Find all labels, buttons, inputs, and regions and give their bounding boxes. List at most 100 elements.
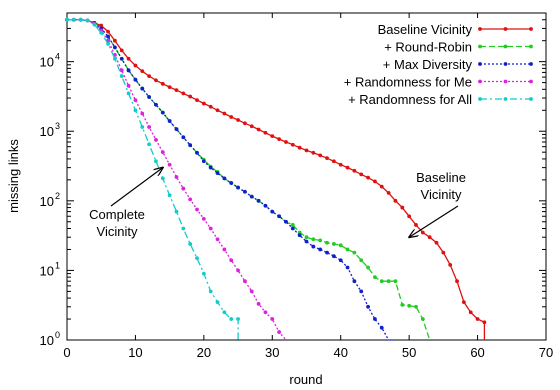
data-point	[236, 185, 240, 190]
legend-marker	[503, 44, 508, 49]
annotations: Complete Vicinity Baseline Vicinity	[89, 168, 466, 239]
data-point	[119, 48, 124, 53]
data-point	[373, 317, 377, 321]
data-point	[113, 45, 117, 50]
data-point	[140, 69, 145, 74]
data-point	[174, 175, 179, 179]
data-point	[297, 233, 302, 238]
legend-label: Baseline Vicinity	[378, 22, 473, 37]
data-point	[243, 279, 247, 284]
data-point	[290, 223, 295, 227]
data-point	[270, 134, 275, 139]
legend-marker	[478, 44, 482, 49]
data-point	[352, 279, 357, 284]
data-point	[297, 145, 302, 150]
data-point	[126, 83, 131, 88]
data-point	[359, 172, 364, 177]
data-point	[140, 111, 145, 116]
data-point	[167, 162, 172, 167]
x-tick-label: 0	[63, 345, 70, 360]
legend-marker	[478, 79, 482, 84]
data-point	[201, 101, 206, 106]
data-point	[181, 186, 186, 191]
data-point	[140, 86, 145, 91]
data-point	[482, 320, 487, 325]
y-tick-exponent: 2	[55, 191, 60, 201]
data-point	[126, 91, 131, 96]
data-point	[188, 143, 193, 148]
series-line	[67, 19, 287, 341]
y-tick-label: 10	[40, 263, 54, 278]
legend-marker	[503, 97, 508, 101]
data-point	[167, 119, 172, 123]
data-point	[414, 304, 418, 309]
data-point	[263, 310, 268, 315]
data-point	[311, 237, 316, 242]
data-point	[338, 258, 343, 263]
data-point	[304, 239, 309, 244]
legend-marker	[478, 62, 482, 66]
data-point	[154, 159, 158, 164]
data-point	[366, 304, 370, 309]
data-point	[441, 250, 446, 255]
data-point	[270, 317, 275, 321]
x-tick-label: 20	[197, 345, 211, 360]
data-point	[318, 153, 323, 158]
data-point	[160, 110, 165, 115]
data-point	[113, 38, 117, 43]
data-point	[338, 243, 343, 248]
data-point	[277, 214, 282, 219]
data-point	[311, 244, 316, 249]
legend-marker	[529, 79, 533, 84]
data-point	[222, 111, 227, 116]
data-point	[318, 247, 323, 252]
data-point	[236, 268, 240, 273]
data-point	[461, 300, 466, 305]
legend-marker	[529, 97, 533, 101]
data-point	[338, 162, 343, 167]
data-point	[407, 214, 412, 219]
data-point	[270, 209, 275, 214]
data-point	[379, 184, 384, 189]
data-point	[345, 247, 350, 252]
data-point	[400, 205, 405, 210]
data-point	[222, 176, 227, 181]
data-point	[345, 165, 350, 170]
legend-marker	[503, 62, 508, 66]
data-point	[229, 181, 234, 185]
data-point	[386, 190, 391, 195]
y-tick-label: 10	[40, 333, 54, 348]
data-point	[400, 302, 405, 307]
data-point	[249, 194, 254, 199]
x-tick-label: 10	[128, 345, 142, 360]
y-axis-label: missing links	[6, 139, 21, 213]
data-point	[475, 317, 480, 321]
legend-label: + Max Diversity	[383, 57, 473, 72]
data-point	[263, 130, 268, 135]
annotation-0: Complete Vicinity	[89, 168, 163, 239]
data-point	[420, 317, 425, 321]
annotation-text: Vicinity	[97, 224, 138, 239]
data-point	[147, 95, 152, 99]
data-point	[243, 121, 247, 126]
series-layer	[65, 17, 487, 341]
legend-label: + Randomness for All	[348, 92, 472, 107]
data-point	[126, 68, 131, 73]
data-point	[113, 56, 117, 61]
data-point	[174, 127, 179, 132]
data-point	[352, 250, 357, 255]
data-point	[195, 98, 199, 103]
data-point	[174, 88, 179, 92]
data-point	[133, 63, 138, 68]
annotation-arrow	[110, 168, 163, 207]
data-point	[133, 98, 138, 103]
data-point	[188, 242, 193, 246]
data-point	[222, 310, 227, 315]
data-point	[154, 138, 158, 142]
data-point	[208, 226, 213, 231]
data-point	[393, 198, 398, 203]
data-point	[195, 207, 199, 212]
data-point	[379, 279, 384, 284]
